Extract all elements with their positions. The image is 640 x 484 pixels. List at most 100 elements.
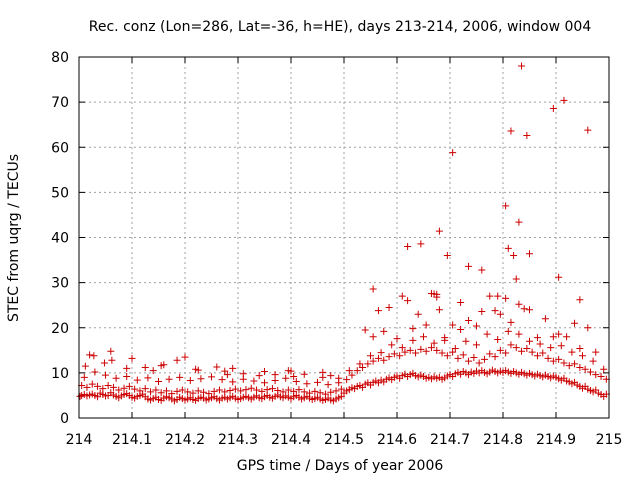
data-point xyxy=(568,348,576,356)
y-tick-label: 60 xyxy=(51,140,69,156)
data-point xyxy=(518,347,526,355)
y-tick-label: 10 xyxy=(51,366,69,382)
data-point xyxy=(94,393,102,401)
data-point xyxy=(231,385,239,393)
data-point xyxy=(406,346,414,354)
data-point xyxy=(430,339,438,347)
data-point xyxy=(443,352,451,360)
data-point xyxy=(438,349,446,357)
data-point xyxy=(221,367,229,375)
data-point xyxy=(165,375,173,383)
data-point xyxy=(271,371,279,379)
data-point xyxy=(427,344,435,352)
data-point xyxy=(473,322,480,330)
data-point xyxy=(205,390,213,398)
data-point xyxy=(100,359,108,367)
data-point xyxy=(261,368,268,376)
data-point xyxy=(83,383,91,391)
x-tick-label: 215 xyxy=(596,432,623,448)
data-point xyxy=(215,386,223,394)
data-point xyxy=(377,349,385,357)
data-point xyxy=(287,367,295,375)
data-point xyxy=(197,375,205,383)
data-point xyxy=(210,387,218,395)
data-point xyxy=(173,387,181,395)
data-point xyxy=(507,127,515,135)
data-point xyxy=(104,382,112,390)
data-point xyxy=(435,227,443,235)
data-point xyxy=(258,387,266,395)
data-point xyxy=(555,330,563,338)
data-point xyxy=(284,386,292,394)
data-point xyxy=(388,341,396,349)
data-point xyxy=(136,387,144,395)
data-point xyxy=(398,344,406,352)
data-point xyxy=(76,392,84,400)
data-point xyxy=(200,388,208,396)
data-point xyxy=(571,360,579,368)
data-point xyxy=(555,355,563,363)
data-point xyxy=(147,388,155,396)
data-point xyxy=(178,386,186,394)
data-point xyxy=(510,252,518,260)
data-point xyxy=(324,381,332,389)
data-point xyxy=(319,373,327,381)
data-point xyxy=(295,386,303,394)
x-tick-label: 214 xyxy=(66,432,93,448)
data-point xyxy=(515,218,523,226)
data-point xyxy=(348,371,356,379)
data-point xyxy=(409,325,417,333)
x-tick-label: 214.2 xyxy=(165,432,205,448)
data-point xyxy=(549,104,557,112)
data-point xyxy=(449,348,457,356)
data-point xyxy=(502,294,510,302)
data-point xyxy=(314,378,321,386)
data-point xyxy=(271,377,279,385)
data-point xyxy=(457,298,465,306)
data-point xyxy=(541,315,549,323)
data-point xyxy=(335,374,343,382)
data-point xyxy=(478,266,486,274)
data-point xyxy=(584,324,592,332)
data-point xyxy=(486,350,494,358)
data-point xyxy=(374,307,382,315)
data-point xyxy=(544,354,552,362)
data-point xyxy=(502,349,510,357)
data-point xyxy=(533,352,541,360)
data-point xyxy=(369,285,377,293)
data-point xyxy=(581,365,589,373)
data-point xyxy=(512,344,520,352)
data-point xyxy=(239,370,247,378)
data-point xyxy=(422,347,430,355)
x-tick-label: 214.6 xyxy=(377,432,417,448)
data-point xyxy=(316,389,324,397)
data-point xyxy=(162,387,170,395)
data-point xyxy=(443,252,451,260)
data-point xyxy=(155,377,162,385)
data-point xyxy=(337,385,345,393)
data-point xyxy=(99,385,107,393)
data-point xyxy=(592,371,600,379)
data-point xyxy=(300,370,308,378)
data-point xyxy=(449,149,457,157)
data-point xyxy=(226,386,234,394)
data-point xyxy=(120,384,128,392)
axis-ticks: 214 214.1 214.2 214.3 214.4 214.5 214.6 214.7 21… xyxy=(51,50,622,448)
data-point xyxy=(102,371,109,379)
data-point xyxy=(194,387,202,395)
data-point xyxy=(422,321,430,329)
data-point xyxy=(560,96,568,104)
data-point xyxy=(223,371,231,379)
data-point xyxy=(123,372,131,380)
data-point xyxy=(475,359,483,367)
data-point xyxy=(261,379,268,387)
data-point xyxy=(229,364,237,372)
data-point xyxy=(404,243,412,251)
data-point xyxy=(327,372,335,380)
x-tick-label: 214.9 xyxy=(536,432,576,448)
data-point xyxy=(459,351,467,359)
y-tick-label: 30 xyxy=(51,276,69,292)
data-point xyxy=(181,353,189,361)
data-point xyxy=(396,352,404,360)
